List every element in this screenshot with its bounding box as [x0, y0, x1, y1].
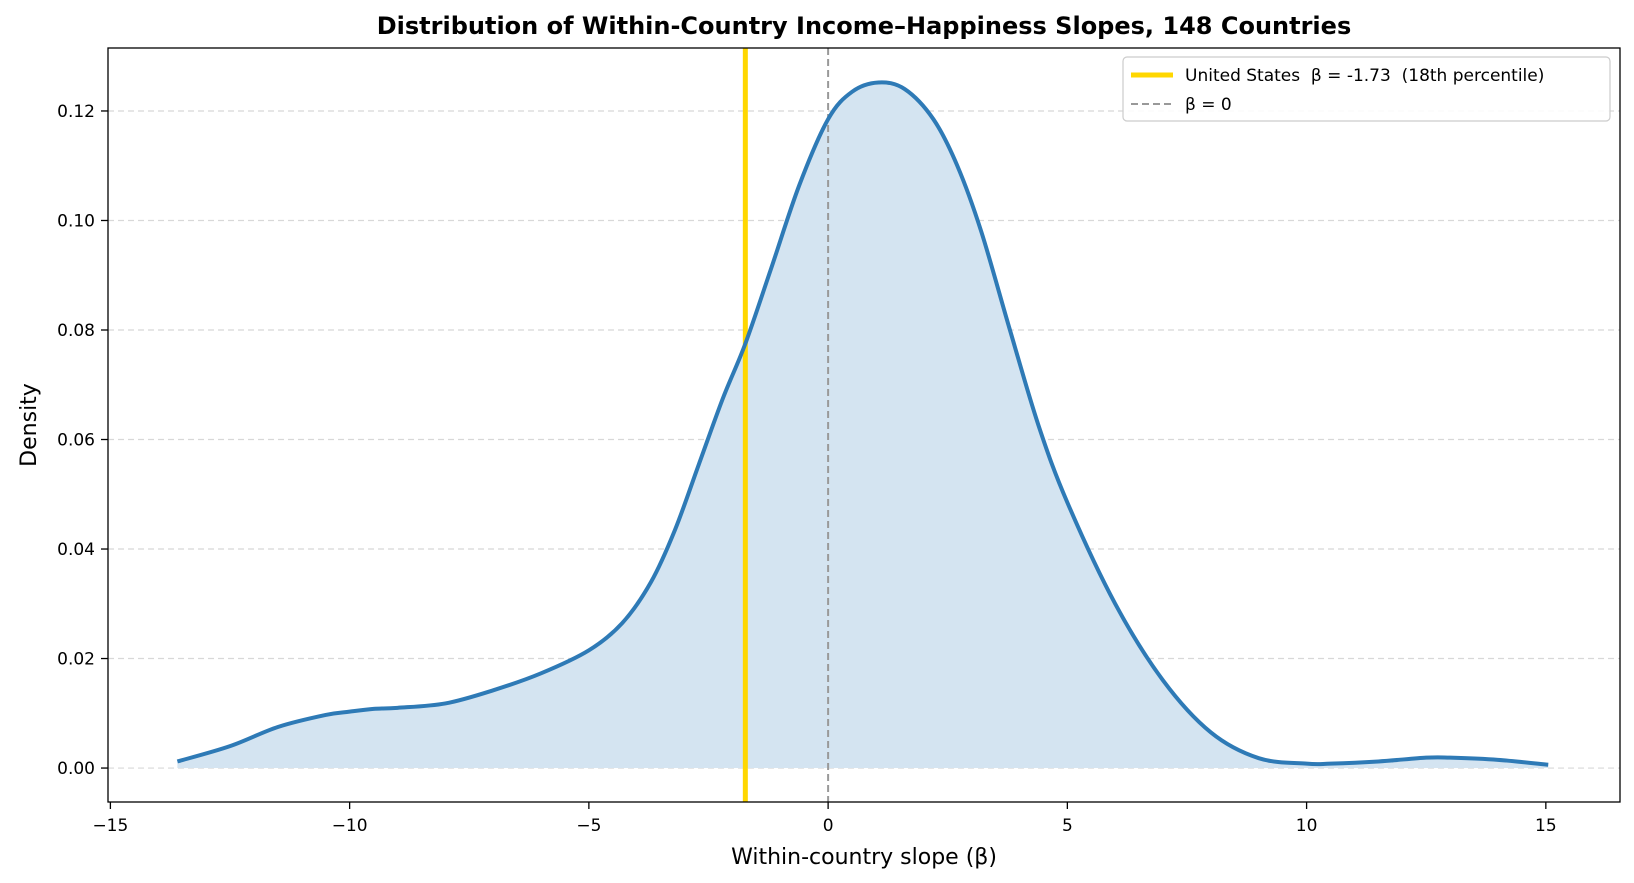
y-tick-label: 0.00	[57, 759, 95, 779]
x-tick-label: −15	[92, 816, 128, 836]
x-tick-label: −5	[576, 816, 601, 836]
reference-lines	[742, 48, 830, 802]
x-axis: −15 −10 −5 0 5 10 15	[92, 802, 1557, 836]
legend-label: β = 0	[1185, 95, 1232, 115]
y-tick-label: 0.04	[57, 540, 95, 560]
y-axis: 0.00 0.02 0.04 0.06 0.08 0.10 0.12	[57, 102, 108, 779]
y-tick-label: 0.12	[57, 102, 95, 122]
plot-frame	[107, 47, 1621, 803]
x-tick-label: 10	[1296, 816, 1318, 836]
chart-title: Distribution of Within-Country Income–Ha…	[377, 12, 1351, 40]
x-tick-label: 0	[823, 816, 834, 836]
legend-label: United States β = -1.73 (18th percentile…	[1185, 66, 1544, 86]
x-tick-label: 15	[1535, 816, 1557, 836]
density-area	[177, 82, 1549, 769]
x-tick-label: −10	[332, 816, 368, 836]
y-tick-label: 0.06	[57, 431, 95, 451]
x-axis-label: Within-country slope (β)	[731, 845, 997, 870]
density-curve	[176, 80, 1549, 767]
y-tick-label: 0.10	[57, 211, 95, 231]
legend-box	[1122, 56, 1611, 122]
x-tick-label: 5	[1062, 816, 1073, 836]
y-axis-label: Density	[17, 383, 42, 467]
y-tick-label: 0.08	[57, 321, 95, 341]
y-tick-label: 0.02	[57, 650, 95, 670]
legend: United States β = -1.73 (18th percentile…	[1122, 56, 1611, 122]
